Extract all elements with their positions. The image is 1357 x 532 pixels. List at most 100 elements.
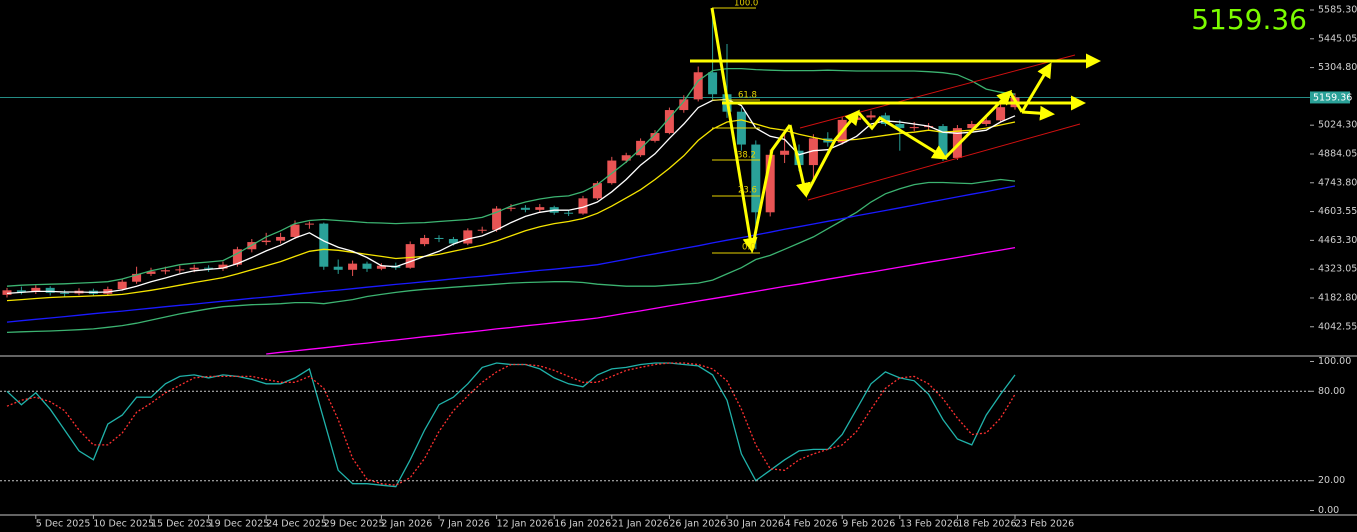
candle-body [362, 263, 372, 269]
x-tick-label: 2 Jan 2026 [381, 519, 432, 530]
current-price-big: 5159.36 [1191, 3, 1307, 36]
drawings [690, 7, 1101, 254]
candle-body [2, 290, 12, 295]
candle-body [664, 110, 674, 134]
y-tick-label: 4743.80 [1318, 177, 1357, 188]
price-plot [0, 9, 1310, 488]
x-tick-label: 7 Jan 2026 [439, 519, 490, 530]
y-tick-label: 4463.30 [1318, 235, 1357, 246]
candle-body [808, 138, 818, 166]
candle-body [290, 224, 300, 237]
candle-body [621, 155, 631, 161]
indicator-line [6, 98, 1016, 295]
x-tick-label: 9 Feb 2026 [842, 519, 895, 530]
arrow [856, 111, 948, 160]
candle-body [60, 292, 70, 294]
x-tick-label: 13 Feb 2026 [900, 519, 959, 530]
price-tag [1310, 91, 1350, 104]
y-tick-label: 4323.05 [1318, 264, 1357, 275]
fib-label: 38.2 [737, 151, 756, 161]
candle-body [506, 207, 516, 209]
y-tick-label: 4884.05 [1318, 148, 1357, 159]
candle-body [189, 267, 199, 270]
candle-body [261, 240, 271, 243]
indicator-line [6, 119, 1016, 302]
zigzag [750, 124, 792, 251]
candle-body [420, 237, 430, 245]
candle-body [967, 124, 977, 129]
candle-body [578, 198, 588, 214]
candle-body [218, 264, 228, 269]
y-tick-label: 5585.30 [1318, 4, 1357, 15]
candle-body [45, 287, 55, 293]
candle-body [952, 128, 962, 158]
x-tick-label: 4 Feb 2026 [785, 519, 838, 530]
candle-body [319, 223, 329, 267]
zigzag [1008, 91, 1024, 113]
candle-body [981, 120, 991, 125]
candle-body [607, 160, 617, 184]
y-tick-label: 5024.30 [1318, 120, 1357, 131]
x-tick-label: 24 Dec 2025 [266, 519, 327, 530]
candle-body [751, 144, 761, 213]
candle-body [780, 150, 790, 155]
candle-body [405, 244, 415, 268]
candle-body [31, 287, 41, 292]
y-tick-label: 100.00 [1318, 356, 1351, 367]
candle-body [909, 127, 919, 129]
indicator-line [6, 185, 1016, 323]
fib-label: 61.8 [738, 91, 757, 101]
candle-body [463, 230, 473, 244]
candle-body [146, 271, 156, 274]
indicator-line [266, 246, 1016, 355]
candle-body [520, 207, 530, 210]
candle-body [132, 273, 142, 282]
candle-body [160, 270, 170, 272]
fib-label: 100.0 [734, 0, 758, 9]
y-tick-label: 20.00 [1318, 475, 1345, 486]
arrow [804, 109, 860, 196]
candle-body [765, 154, 775, 213]
candle-body [535, 207, 545, 210]
y-tick-label: 5304.80 [1318, 62, 1357, 73]
x-tick-label: 10 Dec 2025 [93, 519, 154, 530]
candle-body [592, 183, 602, 199]
y-tick-label: 4603.55 [1318, 206, 1357, 217]
y-tick-label: 80.00 [1318, 386, 1345, 397]
x-tick-label: 12 Jan 2026 [497, 519, 554, 530]
indicator-line [6, 362, 1016, 486]
arrow [1021, 105, 1055, 121]
arrow [1020, 62, 1052, 113]
x-tick-label: 30 Jan 2026 [727, 519, 784, 530]
candle-body [448, 238, 458, 244]
candle-body [708, 72, 718, 95]
indicator-line [6, 362, 1016, 488]
candle-body [204, 267, 214, 269]
candle-body [376, 265, 386, 269]
candle-body [996, 107, 1006, 121]
x-tick-label: 26 Jan 2026 [669, 519, 726, 530]
candle-body [492, 208, 502, 230]
indicator-line [6, 67, 1016, 287]
candle-body [866, 115, 876, 118]
fib-label: 0.0 [742, 243, 756, 253]
arrow [943, 89, 1013, 160]
x-tick-label: 29 Dec 2025 [324, 519, 385, 530]
candle-body [564, 212, 574, 214]
candle-body [304, 223, 314, 225]
y-tick-label: 4182.80 [1318, 292, 1357, 303]
arrow [788, 124, 811, 198]
y-tick-label: 0.00 [1318, 505, 1339, 516]
channel-line [807, 123, 1081, 201]
y-tick-label: 5445.05 [1318, 33, 1357, 44]
candle-body [650, 133, 660, 141]
candle-body [348, 263, 358, 270]
price-tag-label: 5159.36 [1313, 92, 1352, 103]
candle-body [693, 72, 703, 100]
candle-body [276, 236, 286, 241]
candle-body [16, 290, 26, 292]
panel-frame [0, 355, 1357, 516]
candle-body [175, 269, 185, 271]
